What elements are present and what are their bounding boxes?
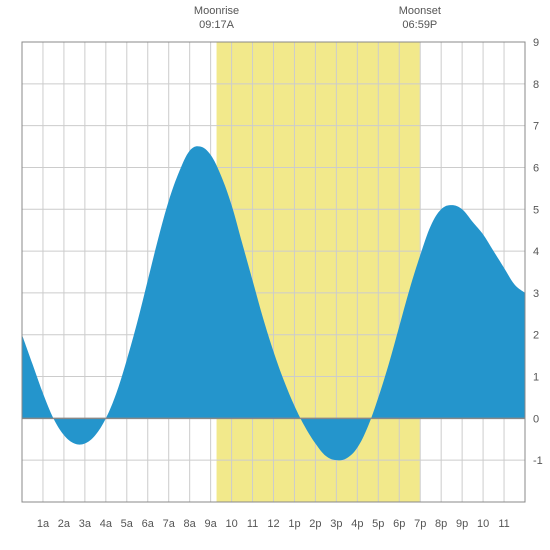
- y-tick-label: 9: [533, 37, 539, 49]
- tide-chart: Moonrise 09:17A Moonset 06:59P -10123456…: [0, 0, 550, 550]
- x-tick-label: 5p: [372, 518, 384, 530]
- y-tick-label: 8: [533, 79, 539, 91]
- moonset-label: Moonset 06:59P: [390, 4, 450, 33]
- y-tick-label: 6: [533, 162, 539, 174]
- x-tick-label: 8a: [184, 518, 197, 530]
- x-tick-label: 1p: [288, 518, 300, 530]
- y-tick-label: 7: [533, 121, 539, 133]
- y-tick-label: 3: [533, 288, 539, 300]
- x-tick-label: 11: [498, 518, 509, 530]
- x-tick-label: 7p: [414, 518, 426, 530]
- x-tick-label: 10: [225, 518, 237, 530]
- x-tick-label: 5a: [121, 518, 134, 530]
- chart-svg: -101234567891a2a3a4a5a6a7a8a9a1011121p2p…: [0, 0, 550, 550]
- x-tick-label: 6p: [393, 518, 405, 530]
- x-tick-label: 3a: [79, 518, 92, 530]
- x-tick-label: 8p: [435, 518, 447, 530]
- x-tick-label: 2a: [58, 518, 71, 530]
- y-tick-label: 2: [533, 330, 539, 342]
- x-tick-label: 9p: [456, 518, 468, 530]
- x-tick-label: 3p: [330, 518, 342, 530]
- x-tick-label: 11: [247, 518, 258, 530]
- moonrise-text: Moonrise: [194, 5, 239, 17]
- moonset-value: 06:59P: [390, 18, 450, 32]
- y-tick-label: 0: [533, 413, 539, 425]
- x-tick-label: 2p: [309, 518, 321, 530]
- moonset-text: Moonset: [399, 5, 441, 17]
- moonrise-label: Moonrise 09:17A: [187, 4, 247, 33]
- y-tick-label: 1: [533, 372, 539, 384]
- x-tick-label: 10: [477, 518, 489, 530]
- x-tick-label: 7a: [163, 518, 176, 530]
- x-tick-label: 6a: [142, 518, 155, 530]
- x-tick-label: 4a: [100, 518, 113, 530]
- x-tick-label: 4p: [351, 518, 363, 530]
- y-tick-label: -1: [533, 455, 543, 467]
- x-tick-label: 9a: [205, 518, 218, 530]
- x-tick-label: 1a: [37, 518, 50, 530]
- y-tick-label: 5: [533, 204, 539, 216]
- x-tick-label: 12: [267, 518, 279, 530]
- moonrise-value: 09:17A: [187, 18, 247, 32]
- y-tick-label: 4: [533, 246, 539, 258]
